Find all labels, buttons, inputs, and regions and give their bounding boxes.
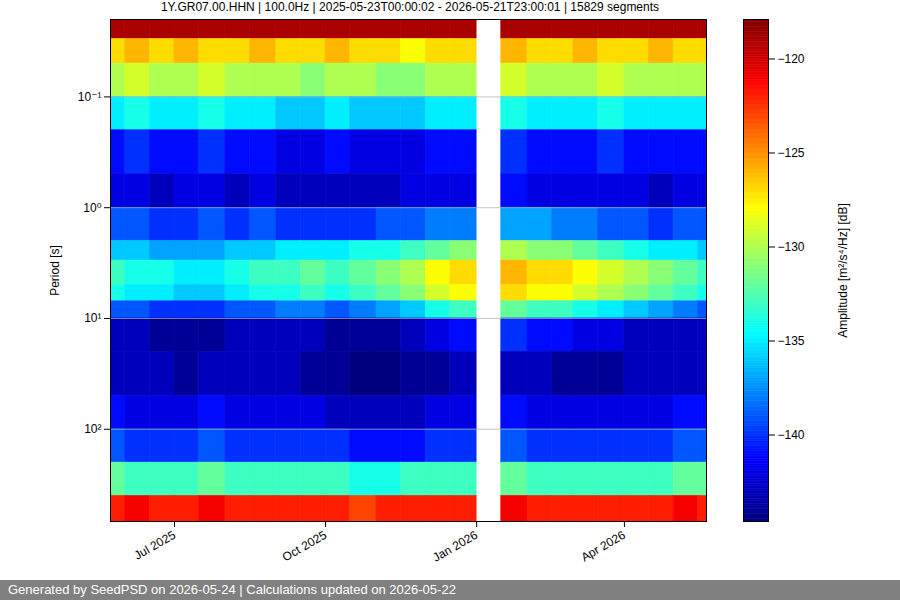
svg-text:Jan 2026: Jan 2026 (430, 528, 480, 565)
svg-text:Apr 2026: Apr 2026 (579, 528, 628, 565)
svg-text:−135: −135 (778, 334, 805, 348)
svg-text:Oct 2025: Oct 2025 (280, 528, 329, 565)
svg-text:−120: −120 (778, 52, 805, 66)
svg-text:Amplitude [m²/s⁴/Hz] [dB]: Amplitude [m²/s⁴/Hz] [dB] (836, 203, 850, 338)
svg-text:−130: −130 (778, 240, 805, 254)
svg-text:10¹: 10¹ (84, 311, 101, 325)
svg-text:−140: −140 (778, 428, 805, 442)
svg-text:Jul 2025: Jul 2025 (132, 528, 179, 563)
svg-text:Period [s]: Period [s] (48, 245, 62, 296)
svg-text:−125: −125 (778, 146, 805, 160)
html-text:1Y.GR07.00.HHN | 100.0Hz | 202: 1Y.GR07.00.HHN | 100.0Hz | 2025-05-23T00… (160, 0, 660, 14)
svg-text:10⁻¹: 10⁻¹ (78, 90, 102, 104)
svg-text:10²: 10² (84, 422, 101, 436)
html-text:Generated by SeedPSD on 2026-0: Generated by SeedPSD on 2026-05-24 | Cal… (8, 582, 456, 597)
svg-text:10⁰: 10⁰ (83, 201, 101, 215)
